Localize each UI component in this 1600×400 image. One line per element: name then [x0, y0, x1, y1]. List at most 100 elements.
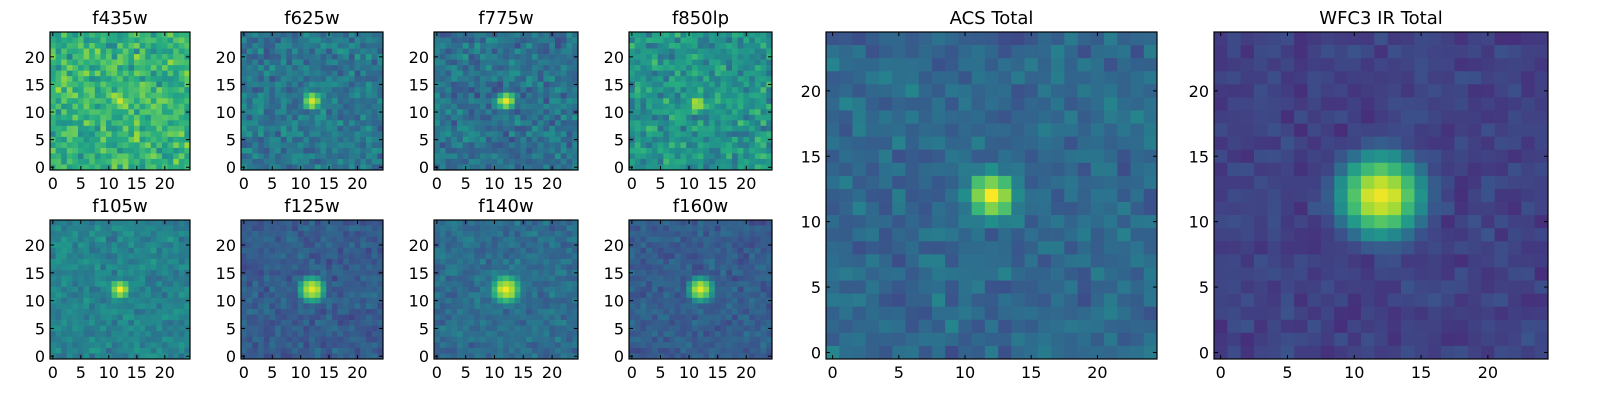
- heatmap-cell: [451, 236, 458, 243]
- heatmap-cell: [640, 76, 647, 83]
- heatmap-cell: [749, 81, 756, 88]
- heatmap-cell: [543, 292, 550, 299]
- heatmap-cell: [549, 242, 556, 249]
- heatmap-cell: [66, 253, 73, 260]
- heatmap-cell: [297, 153, 304, 160]
- heatmap-cell: [252, 153, 259, 160]
- heatmap-cell: [451, 142, 458, 149]
- heatmap-cell: [709, 131, 716, 138]
- heatmap-cell: [503, 136, 510, 143]
- heatmap-cell: [686, 54, 693, 60]
- heatmap-cell: [89, 43, 96, 49]
- heatmap-cell: [714, 98, 721, 105]
- heatmap-cell: [150, 220, 157, 226]
- heatmap-cell: [303, 120, 310, 127]
- heatmap-cell: [83, 81, 90, 88]
- heatmap-cell: [537, 92, 544, 99]
- heatmap-cell: [537, 320, 544, 326]
- heatmap-cell: [634, 76, 641, 83]
- heatmap-cell: [503, 297, 510, 304]
- heatmap-cell: [697, 264, 704, 271]
- heatmap-cell: [439, 32, 446, 38]
- heatmap-cell: [263, 236, 270, 243]
- heatmap-cell: [714, 120, 721, 127]
- heatmap-cell: [377, 303, 384, 310]
- heatmap-cell: [314, 142, 321, 149]
- heatmap-cell: [61, 225, 68, 232]
- heatmap-cell: [537, 281, 544, 288]
- heatmap-cell: [360, 231, 367, 238]
- heatmap-cell: [72, 164, 79, 171]
- heatmap-cell: [731, 76, 739, 83]
- heatmap-cell: [78, 270, 84, 276]
- heatmap-cell: [554, 59, 562, 66]
- heatmap-cell: [252, 136, 259, 143]
- heatmap-cell: [360, 98, 367, 105]
- heatmap-cell: [139, 81, 146, 88]
- heatmap-cell: [72, 347, 79, 354]
- heatmap-cell: [292, 153, 299, 160]
- heatmap-cell: [651, 225, 658, 232]
- heatmap-cell: [537, 342, 544, 349]
- heatmap-cell: [145, 242, 152, 249]
- heatmap-cell: [111, 158, 118, 165]
- heatmap-cell: [150, 125, 157, 132]
- heatmap-cell: [474, 142, 481, 149]
- heatmap-cell: [766, 87, 773, 94]
- heatmap-cell: [100, 120, 107, 127]
- heatmap-cell: [491, 120, 498, 127]
- heatmap-cell: [117, 114, 124, 121]
- heatmap-cell: [480, 275, 487, 282]
- heatmap-cell: [139, 59, 146, 66]
- heatmap-cell: [451, 92, 458, 99]
- heatmap-cell: [457, 131, 464, 138]
- heatmap-cell: [122, 120, 129, 127]
- heatmap-cell: [156, 43, 163, 49]
- heatmap-cell: [122, 87, 129, 94]
- heatmap-cell: [360, 270, 367, 276]
- heatmap-cell: [150, 92, 157, 99]
- heatmap-cell: [566, 236, 573, 243]
- heatmap-cell: [61, 125, 68, 132]
- heatmap-cell: [314, 136, 321, 143]
- heatmap-cell: [503, 98, 510, 105]
- heatmap-cell: [94, 314, 101, 321]
- heatmap-cell: [252, 37, 259, 44]
- heatmap-cell: [474, 109, 481, 116]
- heatmap-cell: [122, 325, 129, 332]
- heatmap-cell: [691, 275, 698, 282]
- heatmap-cell: [497, 286, 504, 293]
- heatmap-cell: [241, 37, 248, 44]
- heatmap-cell: [663, 286, 670, 293]
- heatmap-cell: [348, 297, 355, 304]
- heatmap-cell: [754, 43, 761, 49]
- heatmap-cell: [560, 281, 567, 288]
- heatmap-cell: [634, 236, 641, 243]
- heatmap-cell: [83, 320, 90, 326]
- heatmap-cell: [263, 270, 270, 276]
- heatmap-cell: [309, 92, 316, 99]
- heatmap-cell: [697, 258, 704, 265]
- heatmap-cell: [89, 98, 96, 105]
- heatmap-cell: [241, 264, 248, 271]
- heatmap-cell: [78, 297, 84, 304]
- heatmap-cell: [100, 59, 107, 66]
- heatmap-cell: [572, 153, 579, 160]
- heatmap-cell: [543, 286, 550, 293]
- heatmap-cell: [680, 286, 687, 293]
- x-tick-label: 10: [290, 174, 310, 193]
- heatmap-cell: [371, 81, 378, 88]
- heatmap-cell: [83, 342, 90, 349]
- heatmap-cell: [560, 147, 567, 154]
- heatmap-cell: [503, 308, 510, 315]
- heatmap-cell: [66, 147, 73, 154]
- heatmap-cell: [743, 281, 750, 288]
- heatmap-cell: [83, 158, 90, 165]
- heatmap-cell: [526, 286, 533, 293]
- heatmap-cell: [122, 281, 129, 288]
- heatmap-cell: [531, 32, 539, 38]
- heatmap-cell: [111, 314, 118, 321]
- heatmap-cell: [439, 81, 446, 88]
- heatmap-cell: [531, 308, 539, 315]
